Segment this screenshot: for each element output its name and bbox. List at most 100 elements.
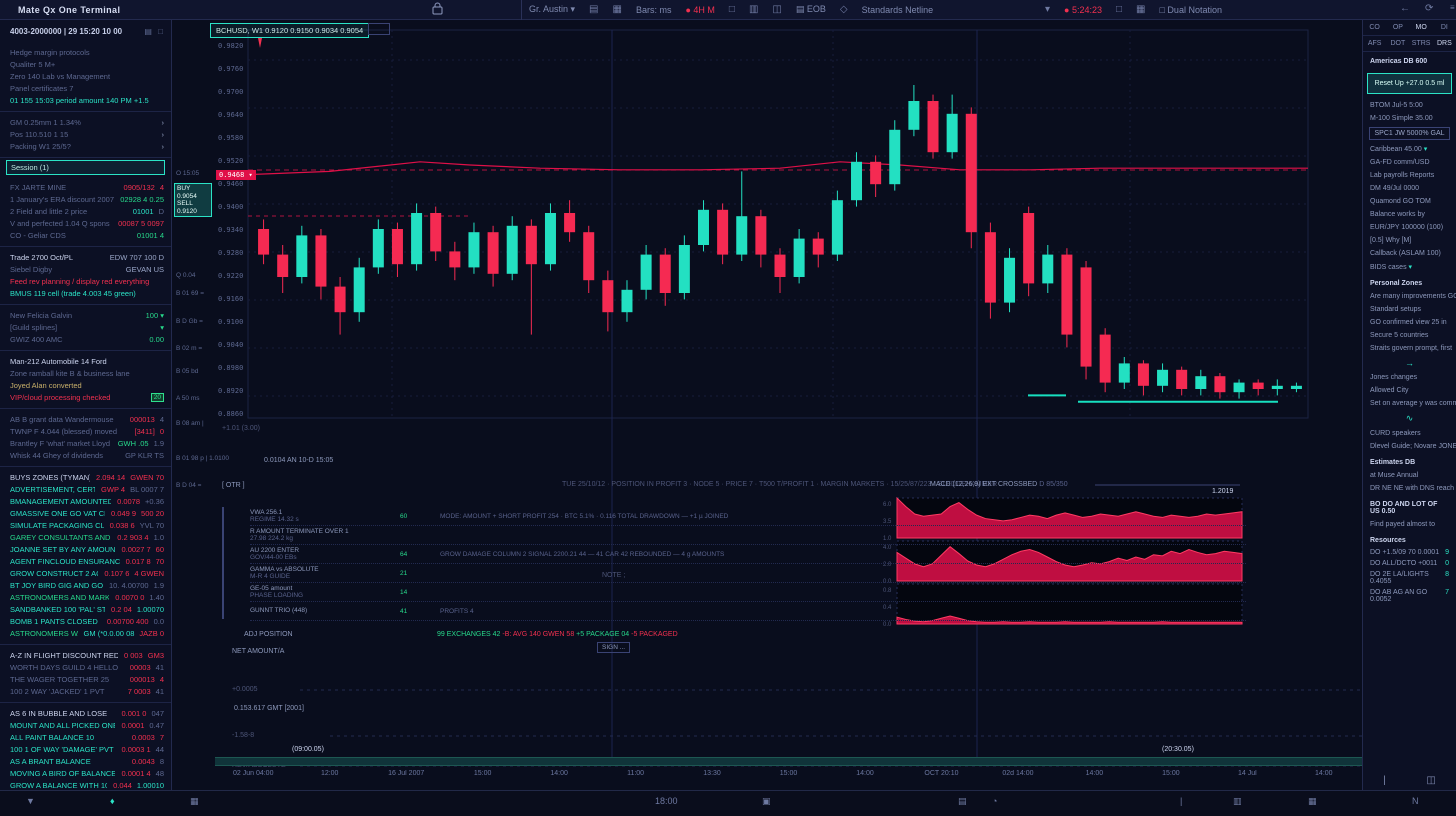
resource-row[interactable]: DO AB AG AN GO 0.0052 7 xyxy=(1370,589,1449,603)
tab-strs[interactable]: STRS xyxy=(1411,40,1431,47)
sidebar-row[interactable]: DR NE NE with DNS reach xyxy=(1370,485,1455,492)
table-row[interactable]: AU 2200 ENTER GOV/44-00 EBs 64 GROW DAMAGE … xyxy=(250,545,1246,564)
quote-row[interactable]: GROW CONSTRUCT 2 AGREEMENT0.107 64 GWEN xyxy=(10,568,164,578)
more-icon[interactable]: ≡ xyxy=(1450,3,1455,12)
section-header[interactable]: BO DO AND LOT OF US 0.50 xyxy=(1370,501,1438,515)
quote-row[interactable]: BOMB 1 PANTS CLOSED 0.00700 400 0.0 xyxy=(10,616,164,626)
sidebar-row[interactable]: Jones changes xyxy=(1370,374,1418,381)
account-icons[interactable]: ▤ □ xyxy=(144,27,165,36)
watch-row[interactable]: 2 Field and little 2 price 01001 D xyxy=(10,206,164,216)
bid-ask-box[interactable]: BUY 0.9054 SELL 0.9120 xyxy=(174,183,212,217)
quick-row[interactable]: Packing W1 25/5? › xyxy=(10,141,164,151)
quote-row[interactable]: SANDBANKED 100 'PAL' STONE0.2 041.00070 xyxy=(10,604,164,614)
note-row[interactable]: Joyed Alan converted xyxy=(10,380,82,390)
sidebar-row[interactable]: Lab payrolls Reports xyxy=(1370,172,1435,179)
watch-row[interactable]: V and perfected 1.04 Q spons 00087 5 0097 xyxy=(10,218,164,228)
symbol-row[interactable]: GROW A BALANCE WITH 100 0.044 1.00010 xyxy=(10,780,164,790)
symbol-row[interactable]: MOVING A BIRD OF BALANCE 0.0001 4 48 xyxy=(10,768,164,778)
sidebar-row[interactable]: at Muse Annual xyxy=(1370,472,1419,479)
watch-row[interactable]: FX JARTE MINE 0905/132 4 xyxy=(10,182,164,192)
sidebar-row[interactable]: Quamond GO TOM xyxy=(1370,198,1431,205)
sidebar-row[interactable]: Callback (ASLAM 100) xyxy=(1370,250,1441,257)
quote-row[interactable]: BMANAGEMENT AMOUNTED 0.0078 +0.36 xyxy=(10,496,164,506)
sidebar-row[interactable]: BTOM Jul-5 5:00 xyxy=(1370,102,1423,109)
toolbar-item[interactable]: ● 4H M xyxy=(685,4,715,15)
sidebar-row[interactable]: DM 49/Jul 0000 xyxy=(1370,185,1420,192)
symbol-row[interactable]: AS 6 IN BUBBLE AND LOSE 0.001 0 047 xyxy=(10,708,164,718)
quote-row[interactable]: JOANNE SET BY ANY AMOUNTS 0.0027 7 60 xyxy=(10,544,164,554)
toolbar-item[interactable]: ▤ EOB xyxy=(795,4,826,14)
quote-row[interactable]: WORTH DAYS GUILD 4 HELLO 00003 41 xyxy=(10,662,164,672)
note-row[interactable]: Zone ramball kite B & business lane xyxy=(10,368,130,378)
refresh-icon[interactable]: ⟳ xyxy=(1425,3,1434,14)
toolbar-item[interactable]: □ Dual Notation xyxy=(1159,4,1222,15)
resource-row[interactable]: DO ALL/DCTO +0011 0 xyxy=(1370,560,1449,567)
toolbar-icon[interactable]: ◇ xyxy=(839,4,848,15)
info-row[interactable]: Hedge margin protocols xyxy=(10,47,90,57)
trade-row[interactable]: Siebel Digby GEVAN US xyxy=(10,264,164,274)
session-header[interactable]: Session (1) xyxy=(6,160,165,175)
status-icon[interactable]: ▦ xyxy=(1308,796,1317,806)
info-row[interactable]: Panel certificates 7 xyxy=(10,83,74,93)
quote-row[interactable]: ASTRONOMERS WAS PROPERBANKGM (*0.0.00 08… xyxy=(10,628,164,638)
table-row[interactable]: GAMMA vs ABSOLUTE M-R 4 GUIDE 21 xyxy=(250,564,1246,583)
symbol-row[interactable]: 100 1 OF WAY 'DAMAGE' PVT 0.0003 1 44 xyxy=(10,744,164,754)
symbol-label[interactable]: BCHUSD, W1 0.9120 0.9150 0.9034 0.9054 xyxy=(210,23,370,38)
sidebar-row[interactable]: Set on average y was comment xyxy=(1370,400,1456,407)
status-icon[interactable]: ♦ xyxy=(110,796,115,806)
toolbar-icon[interactable]: ◫ xyxy=(772,4,782,15)
info-row[interactable]: Zero 140 Lab vs Management xyxy=(10,71,111,81)
sidebar-row[interactable]: Are many improvements GO xyxy=(1370,293,1456,300)
trade-row[interactable]: Trade 2700 Oct/PL EDW 707 100 D xyxy=(10,252,164,262)
toolbar-icon[interactable]: □ xyxy=(1116,4,1123,15)
tab-op[interactable]: OP xyxy=(1392,24,1403,31)
sidebar-row[interactable]: Straits govern prompt, first xyxy=(1370,345,1453,352)
back-icon[interactable]: ← xyxy=(1400,3,1410,14)
bottom-icon[interactable]: | xyxy=(1383,775,1386,786)
status-icon[interactable]: ▥ xyxy=(1233,796,1242,806)
symbol-row[interactable]: MOUNT AND ALL PICKED ONE 0.0001 0.47 xyxy=(10,720,164,730)
trade-row[interactable]: Feed rev planning / display red everythi… xyxy=(10,276,150,286)
symbol-row[interactable]: ALL PAINT BALANCE 10 0.0003 7 xyxy=(10,732,164,742)
alert-row[interactable]: TWNP F 4.044 (blessed) moved [3411] 0 xyxy=(10,426,164,436)
status-icon[interactable]: ▦ xyxy=(190,796,199,806)
status-icon[interactable]: | xyxy=(1180,796,1183,806)
resource-row[interactable]: DO +1.5/09 70 0.0001 9 xyxy=(1370,549,1449,556)
note-row[interactable]: Man-212 Automobile 14 Ford xyxy=(10,356,107,366)
sidebar-row[interactable]: M-100 Simple 35.00 xyxy=(1370,115,1433,122)
quick-row[interactable]: GM 0.25mm 1 1.34% › xyxy=(10,117,164,127)
status-icon[interactable]: ▤ xyxy=(958,796,967,806)
toolbar-item[interactable]: ● 5:24:23 xyxy=(1064,4,1102,15)
table-row[interactable]: GUNNT TRIO (448) 41 PROFITS 4 xyxy=(250,602,1246,621)
sidebar-row[interactable]: Dlevel Guide; Novare JONES xyxy=(1370,443,1456,450)
sidebar-row[interactable]: Caribbean 45.00 ▾ xyxy=(1370,146,1428,153)
table-row[interactable]: VWA 256.1 REGIME 14.32 s 60 MODE: AMOUNT + … xyxy=(250,507,1246,526)
table-row[interactable]: GE-05 amount PHASE LOADING 14 xyxy=(250,583,1246,602)
tab-co[interactable]: CO xyxy=(1369,24,1380,31)
tab-di[interactable]: DI xyxy=(1440,24,1448,31)
toolbar-item[interactable]: Standards Netline xyxy=(861,4,934,15)
sidebar-row[interactable]: EUR/JPY 100000 (100) xyxy=(1370,224,1444,231)
status-icon[interactable]: ▣ xyxy=(762,796,771,806)
tab-drs[interactable]: DRS xyxy=(1436,40,1452,47)
profit-row[interactable]: New Felicia Galvin 100 ▾ xyxy=(10,310,164,320)
quote-row[interactable]: AGENT FINCLOUD ENSURANCE AMID0.017 870 xyxy=(10,556,164,566)
sidebar-row[interactable]: [0.5] Why [M] xyxy=(1370,237,1412,244)
alert-row[interactable]: AB B grant data Wandermouse 000013 4 xyxy=(10,414,164,424)
toolbar-icon[interactable]: □ xyxy=(728,4,735,15)
quote-row[interactable]: GAREY CONSULTANTS AND DUE0.2 903 41.0 xyxy=(10,532,164,542)
tab-dot[interactable]: DOT xyxy=(1390,40,1406,47)
toolbar-icon[interactable]: ▦ xyxy=(612,4,622,15)
lock-icon[interactable] xyxy=(432,2,443,18)
table-row[interactable]: R AMOUNT TERMINATE OVER 1 27.98 224.2 kg xyxy=(250,526,1246,545)
trade-row[interactable]: BMUS 119 cell (trade 4.003 45 green) xyxy=(10,288,136,298)
info-row[interactable]: Qualiter 5 M+ xyxy=(10,59,56,69)
section-header[interactable]: Resources xyxy=(1370,537,1406,544)
alert-row[interactable]: Brantley F 'what' market Lloyd GWH .05 1.9 xyxy=(10,438,164,448)
chart-scrollbar[interactable] xyxy=(215,757,1362,766)
